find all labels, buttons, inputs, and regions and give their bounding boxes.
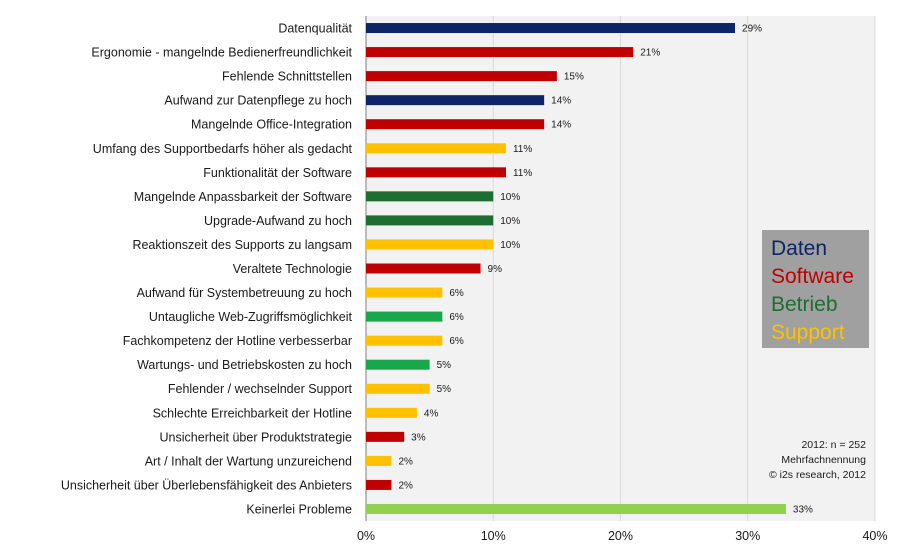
data-label: 21% [640, 48, 660, 59]
category-label: Veraltete Technologie [233, 262, 352, 276]
data-label: 14% [551, 120, 571, 131]
bar [366, 167, 506, 178]
bar [366, 431, 405, 442]
category-label: Aufwand für Systembetreuung zu hoch [137, 286, 352, 300]
data-label: 5% [437, 384, 452, 395]
bar [366, 143, 506, 154]
x-tick-label: 0% [357, 529, 375, 543]
data-label: 33% [793, 504, 813, 515]
bar [366, 23, 736, 34]
category-label: Umfang des Supportbedarfs höher als geda… [93, 142, 353, 156]
category-label: Upgrade-Aufwand zu hoch [204, 214, 352, 228]
category-label: Reaktionszeit des Supports zu langsam [132, 238, 352, 252]
legend-entry: Betrieb [771, 293, 838, 316]
data-label: 2% [398, 480, 413, 491]
category-label: Datenqualität [278, 22, 352, 36]
category-label: Mangelnde Anpassbarkeit der Software [134, 190, 352, 204]
bar [366, 383, 430, 394]
bars-group [366, 23, 786, 514]
bar [366, 239, 494, 250]
data-label: 10% [500, 192, 520, 203]
data-label: 3% [411, 432, 426, 443]
category-label: Mangelnde Office-Integration [191, 118, 352, 132]
bar [366, 47, 634, 58]
data-label: 4% [424, 408, 439, 419]
bar [366, 287, 443, 298]
data-label: 6% [449, 336, 464, 347]
category-label: Fehlende Schnittstellen [222, 70, 352, 84]
x-tick-label: 30% [735, 529, 760, 543]
category-label: Schlechte Erreichbarkeit der Hotline [153, 406, 352, 420]
bar [366, 215, 494, 226]
category-label: Untaugliche Web-Zugriffsmöglichkeit [149, 310, 353, 324]
annotation-line: Mehrfachnennung [781, 454, 866, 466]
annotation-note: 2012: n = 252 Mehrfachnennung © i2s resear… [769, 439, 866, 481]
data-label: 10% [500, 216, 520, 227]
annotation-line: 2012: n = 252 [801, 439, 866, 451]
data-label: 6% [449, 312, 464, 323]
x-tick-label: 20% [608, 529, 633, 543]
category-label: Wartungs- und Betriebskosten zu hoch [137, 358, 352, 372]
data-label: 15% [564, 72, 584, 83]
category-label: Aufwand zur Datenpflege zu hoch [164, 94, 352, 108]
bar [366, 359, 430, 370]
bar [366, 503, 786, 514]
data-label: 2% [398, 456, 413, 467]
data-label: 14% [551, 96, 571, 107]
legend-entry: Daten [771, 237, 827, 260]
bar [366, 263, 481, 274]
data-label: 11% [513, 168, 532, 179]
annotation-line: © i2s research, 2012 [769, 469, 866, 481]
category-label: Funktionalität der Software [203, 166, 352, 180]
bar [366, 407, 417, 418]
legend-box [762, 230, 869, 348]
legend-entry: Support [771, 321, 845, 344]
data-label: 9% [488, 264, 503, 275]
x-tick-label: 40% [862, 529, 887, 543]
data-label: 5% [437, 360, 452, 371]
category-label: Art / Inhalt der Wartung unzureichend [145, 454, 352, 468]
legend-entry: Software [771, 265, 854, 288]
category-label: Ergonomie - mangelnde Bedienerfreundlich… [91, 46, 352, 60]
category-label: Unsicherheit über Produktstrategie [160, 430, 353, 444]
x-tick-label: 10% [481, 529, 506, 543]
bar [366, 71, 557, 82]
data-label: 11% [513, 144, 532, 155]
bar [366, 95, 545, 106]
category-label: Keinerlei Probleme [246, 502, 352, 516]
data-label: 10% [500, 240, 520, 251]
bar [366, 311, 443, 322]
data-label: 6% [449, 288, 464, 299]
bar [366, 455, 392, 466]
bar [366, 335, 443, 346]
category-label: Unsicherheit über Überlebensfähigkeit de… [61, 478, 352, 492]
category-labels: Datenqualität Ergonomie - mangelnde Bedie… [61, 22, 353, 517]
bar [366, 119, 545, 130]
category-label: Fachkompetenz der Hotline verbesserbar [123, 334, 352, 348]
category-label: Fehlender / wechselnder Support [168, 382, 353, 396]
legend: Daten Software Betrieb Support [762, 230, 869, 348]
x-axis-tick-labels: 0% 10% 20% 30% 40% [357, 529, 888, 543]
bar [366, 479, 392, 490]
bar [366, 191, 494, 202]
data-label: 29% [742, 24, 762, 35]
value-labels: 29% 21% 15% 14% 14% 11% 11% 10% 10% 10% 9% 6% 6% 6% 5%… [398, 24, 813, 516]
